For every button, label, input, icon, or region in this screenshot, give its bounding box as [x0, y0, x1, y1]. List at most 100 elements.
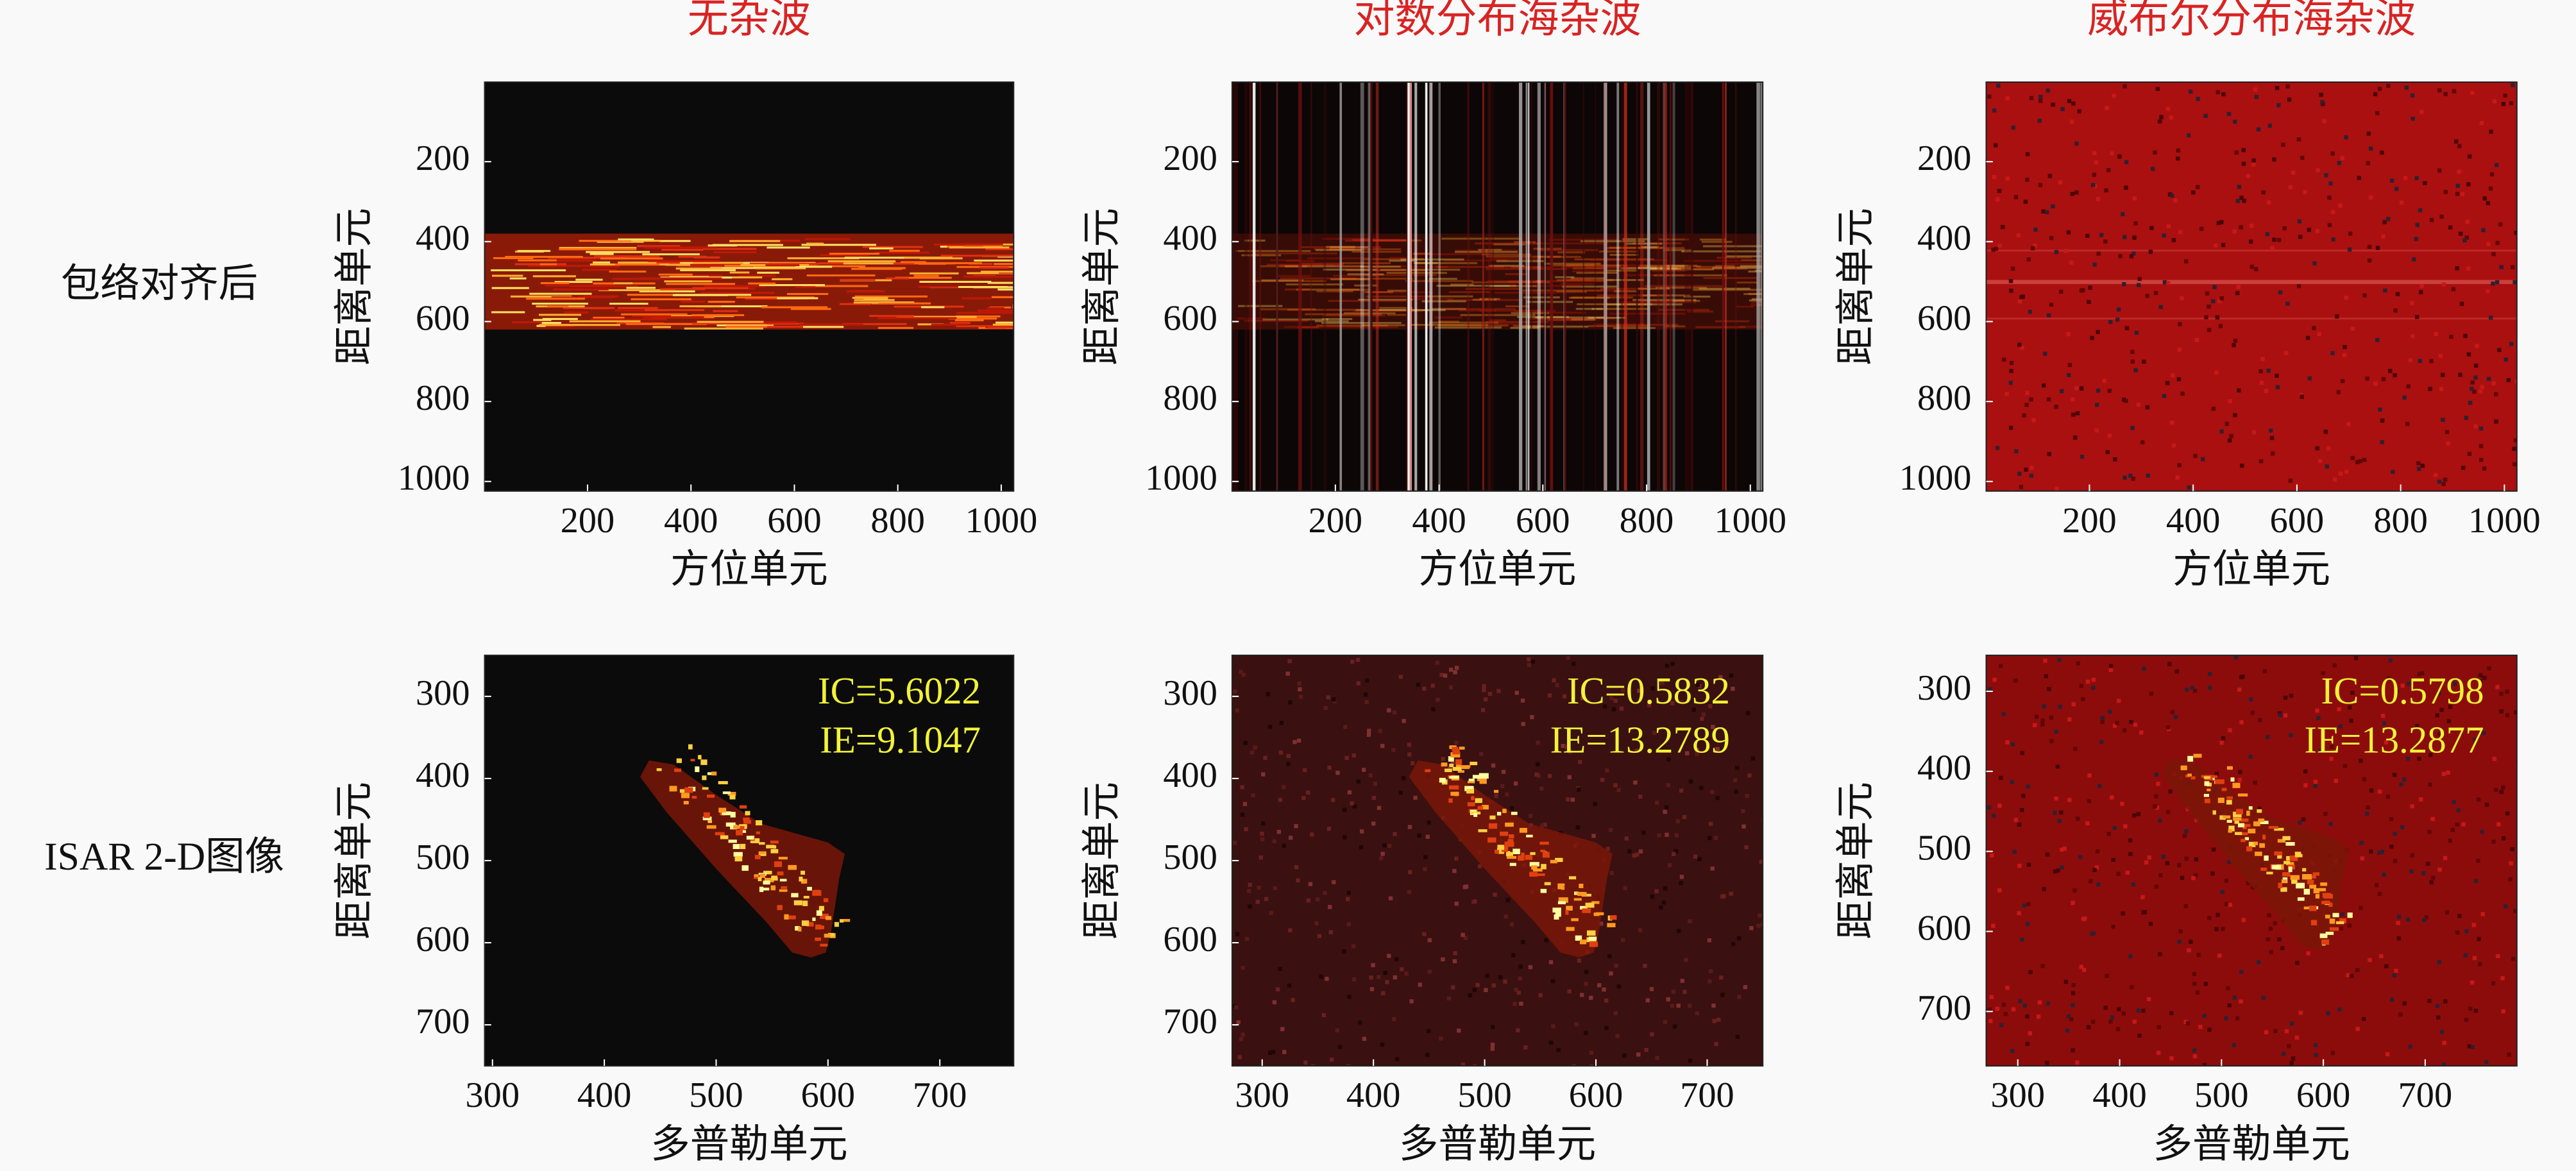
- clutter-speck: [2218, 324, 2223, 328]
- echo-streak: [704, 285, 765, 287]
- clutter-speck: [1400, 967, 1404, 972]
- clutter-speck: [2023, 199, 2028, 204]
- echo-streak: [1378, 309, 1446, 312]
- clutter-speck: [2499, 691, 2504, 696]
- clutter-speck: [1296, 878, 1300, 883]
- echo-streak: [804, 238, 851, 240]
- echo-streak: [1455, 249, 1518, 252]
- echo-streak: [1748, 270, 1763, 273]
- clutter-speck: [1551, 1024, 1555, 1029]
- clutter-speck: [2128, 852, 2133, 856]
- x-tick-label: 500: [1457, 1075, 1512, 1115]
- clutter-speck: [2403, 176, 2408, 180]
- clutter-speck: [2009, 369, 2013, 373]
- clutter-speck: [1236, 1020, 1241, 1025]
- target-scatter: [2282, 872, 2291, 877]
- clutter-speck: [2421, 871, 2426, 875]
- clutter-speck: [2507, 1052, 2511, 1057]
- echo-streak: [675, 294, 752, 296]
- target-scatter: [801, 920, 809, 926]
- clutter-speck: [2071, 991, 2076, 995]
- clutter-speck: [2338, 471, 2343, 476]
- clutter-speck: [2283, 695, 2288, 700]
- echo-streak: [949, 322, 970, 324]
- clutter-speck: [1999, 1023, 2004, 1027]
- echo-streak: [801, 244, 876, 246]
- echo-streak: [1725, 255, 1762, 258]
- clutter-speck: [2256, 127, 2261, 132]
- clutter-speck: [2123, 235, 2127, 239]
- clutter-speck: [2202, 1013, 2207, 1018]
- clutter-speck: [1394, 1057, 1400, 1061]
- target-scatter: [2215, 779, 2224, 784]
- clutter-speck: [1712, 1019, 1716, 1024]
- clutter-speck: [2455, 266, 2459, 271]
- clutter-speck: [2368, 146, 2373, 151]
- echo-streak: [643, 246, 716, 249]
- echo-streak: [1276, 274, 1310, 277]
- clutter-speck: [2355, 968, 2360, 972]
- clutter-speck: [2369, 788, 2374, 793]
- clutter-speck: [1484, 988, 1488, 993]
- clutter-speck: [2287, 1044, 2291, 1049]
- clutter-speck: [2514, 379, 2517, 383]
- clutter-speck: [2227, 438, 2232, 443]
- clutter-speck: [2145, 294, 2149, 298]
- clutter-speck: [1356, 779, 1360, 784]
- echo-streak: [618, 238, 654, 240]
- clutter-line: [1690, 82, 1693, 491]
- clutter-speck: [2406, 917, 2411, 922]
- clutter-speck: [2433, 473, 2438, 478]
- echo-streak: [933, 243, 963, 246]
- echo-streak: [609, 303, 648, 305]
- clutter-speck: [2492, 99, 2497, 103]
- target-scatter: [703, 812, 710, 818]
- clutter-speck: [2471, 923, 2477, 927]
- clutter-speck: [1323, 891, 1327, 895]
- clutter-speck: [1301, 796, 1306, 800]
- clutter-line: [1734, 82, 1737, 491]
- target-scatter: [1513, 848, 1520, 854]
- target-scatter: [2318, 888, 2326, 891]
- clutter-speck: [2380, 849, 2385, 854]
- echo-streak: [1262, 318, 1328, 321]
- clutter-speck: [2481, 228, 2486, 233]
- clutter-speck: [2512, 280, 2517, 285]
- clutter-speck: [2327, 223, 2332, 228]
- x-axis-label: 多普勒单元: [650, 1122, 847, 1166]
- echo-streak: [1646, 265, 1701, 267]
- clutter-speck: [2323, 430, 2328, 434]
- clutter-speck: [2040, 718, 2045, 723]
- clutter-speck: [1427, 938, 1432, 943]
- target-scatter: [2234, 820, 2239, 824]
- target-scatter: [1457, 770, 1464, 773]
- clutter-speck: [2479, 457, 2484, 462]
- echo-streak: [1538, 256, 1582, 258]
- clutter-speck: [1327, 765, 1332, 770]
- clutter-speck: [2410, 804, 2414, 809]
- clutter-speck: [2437, 960, 2442, 965]
- clutter-speck: [2482, 466, 2487, 471]
- clutter-speck: [2301, 817, 2306, 821]
- clutter-speck: [2355, 460, 2360, 464]
- echo-streak: [532, 302, 588, 305]
- clutter-speck: [2147, 855, 2151, 860]
- y-tick-label: 600: [1917, 298, 1972, 338]
- clutter-speck: [1241, 965, 1245, 970]
- target-scatter: [1566, 906, 1573, 911]
- clutter-speck: [2167, 662, 2172, 666]
- echo-streak: [1313, 248, 1355, 251]
- clutter-speck: [2233, 413, 2237, 417]
- echo-streak: [642, 253, 700, 256]
- y-axis-label: 距离单元: [332, 782, 376, 939]
- echo-streak: [1270, 259, 1301, 262]
- clutter-speck: [2277, 937, 2282, 942]
- clutter-speck: [1387, 843, 1392, 848]
- clutter-speck: [2092, 151, 2097, 156]
- clutter-speck: [1516, 990, 1521, 995]
- target-scatter: [1448, 798, 1453, 803]
- clutter-speck: [2362, 293, 2367, 298]
- clutter-speck: [2389, 844, 2394, 849]
- echo-streak: [586, 251, 650, 253]
- echo-streak: [529, 292, 592, 295]
